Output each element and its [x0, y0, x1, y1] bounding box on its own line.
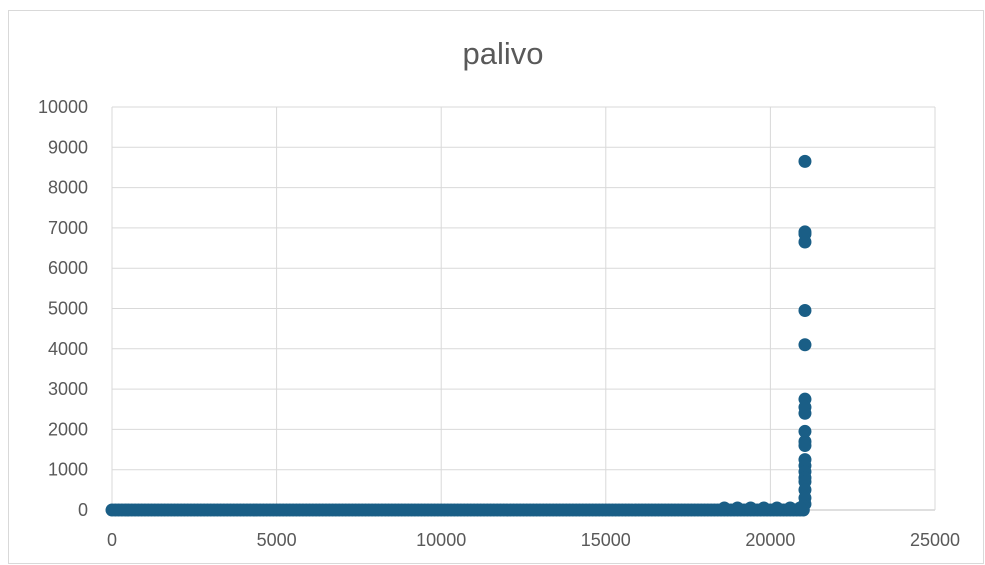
gridlines: [111, 106, 936, 511]
y-tick-label: 2000: [48, 419, 88, 439]
data-point: [783, 501, 797, 515]
chart-title: palivo: [463, 36, 544, 71]
y-axis-ticks: 0 1000 2000 3000 4000 5000 6000 7000 8000 9000 100…: [38, 97, 88, 520]
x-tick-label: 10000: [416, 530, 466, 550]
y-tick-label: 10000: [38, 97, 88, 117]
x-tick-label: 25000: [910, 530, 960, 550]
x-axis-ticks: 0 5000 10000 15000 20000 25000: [107, 530, 960, 550]
y-tick-label: 9000: [48, 137, 88, 157]
y-tick-label: 0: [78, 500, 88, 520]
y-tick-label: 1000: [48, 460, 88, 480]
data-points: [105, 154, 812, 517]
y-tick-label: 6000: [48, 258, 88, 278]
y-tick-label: 7000: [48, 218, 88, 238]
data-point: [744, 501, 758, 515]
chart-frame: [8, 10, 984, 564]
data-point: [770, 501, 784, 515]
data-point: [717, 501, 731, 515]
data-point: [730, 501, 744, 515]
data-point: [798, 406, 812, 420]
x-tick-label: 20000: [745, 530, 795, 550]
data-point: [798, 424, 812, 438]
data-point: [793, 501, 807, 515]
data-point: [798, 338, 812, 352]
data-point: [798, 439, 812, 453]
data-point: [798, 304, 812, 318]
data-point: [757, 501, 771, 515]
y-tick-label: 8000: [48, 178, 88, 198]
data-point: [798, 235, 812, 249]
data-point: [798, 154, 812, 168]
x-tick-label: 15000: [581, 530, 631, 550]
y-tick-label: 5000: [48, 299, 88, 319]
x-tick-label: 5000: [257, 530, 297, 550]
x-tick-label: 0: [107, 530, 117, 550]
y-tick-label: 4000: [48, 339, 88, 359]
y-tick-label: 3000: [48, 379, 88, 399]
